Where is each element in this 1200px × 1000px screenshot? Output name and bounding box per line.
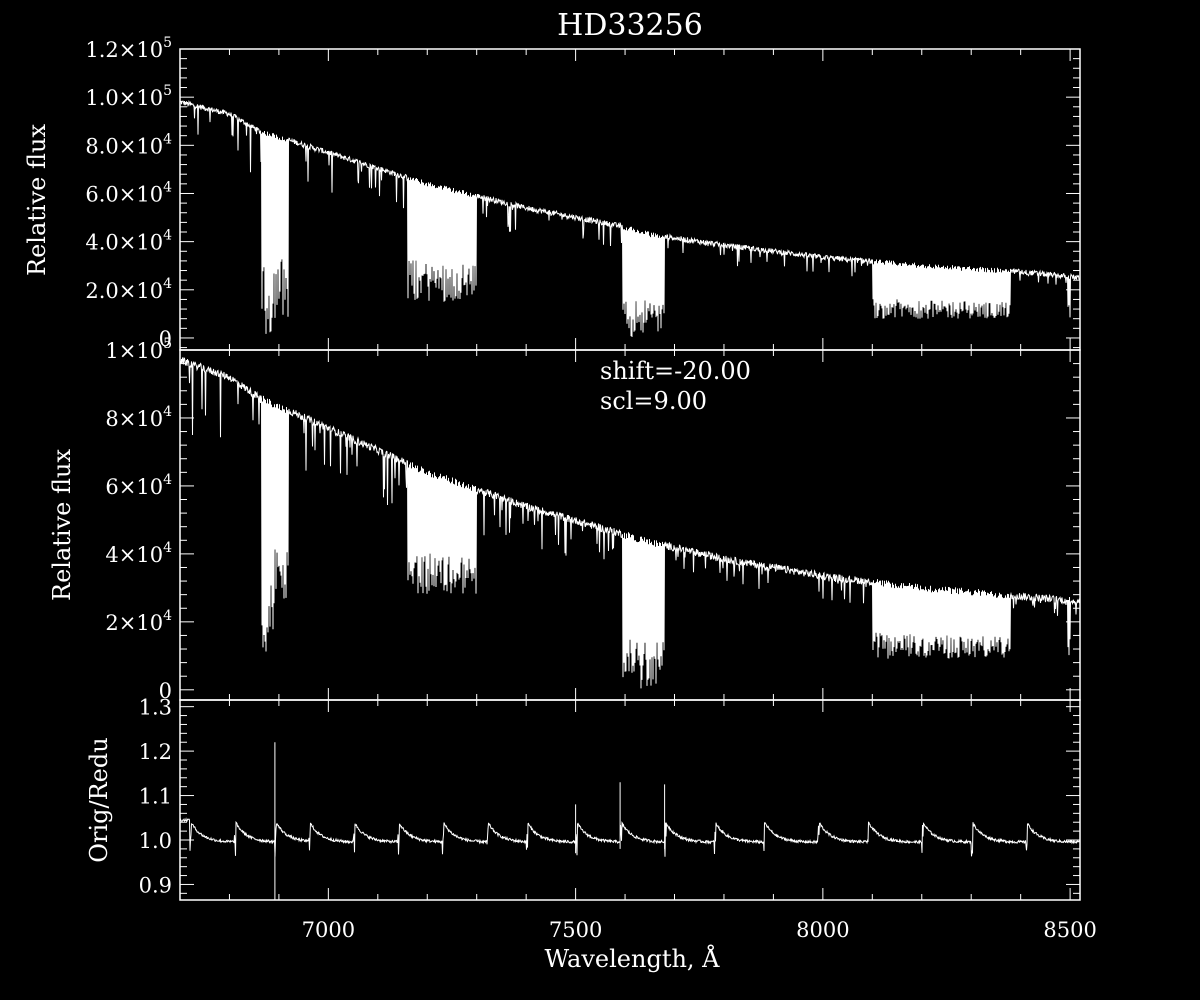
panel-bottom-ticks — [179, 700, 1080, 900]
y-tick-label-exponent: 4 — [163, 228, 172, 244]
chart-title: HD33256 — [557, 8, 703, 43]
y-tick-label-exponent: 5 — [163, 83, 172, 99]
x-tick-labels: 7000 7500 8000 8500 — [302, 918, 1097, 942]
y-tick-label: 4.0×104 — [85, 228, 172, 255]
y-tick-label: 1.3 — [139, 696, 172, 720]
panel-top-y-axis-label: Relative flux — [23, 124, 51, 276]
y-tick-label: 1.1 — [139, 785, 172, 809]
panel-middle-y-tick-labels: 0 2×104 4×104 6×104 8×104 1×105 — [105, 336, 172, 703]
panel-bottom: 0.9 1.0 1.1 1.2 1.3 Orig/Redu — [85, 696, 1081, 901]
y-tick-label: 8.0×104 — [85, 131, 172, 158]
y-tick-label: 1.0 — [139, 829, 172, 853]
y-tick-label-exponent: 4 — [163, 404, 172, 420]
y-tick-label: 6×104 — [105, 472, 172, 499]
y-tick-label: 2×104 — [105, 608, 172, 635]
x-tick-label: 8500 — [1043, 918, 1096, 942]
y-tick-label-exponent: 4 — [163, 608, 172, 624]
y-tick-label: 4×104 — [105, 540, 172, 567]
x-tick-label: 8000 — [796, 918, 849, 942]
y-tick-label: 0 — [159, 327, 172, 351]
y-tick-label: 0 — [159, 679, 172, 703]
annotation-scale: scl=9.00 — [600, 387, 707, 415]
panel-middle-y-axis-label: Relative flux — [48, 449, 76, 601]
panel-top-ticks — [179, 48, 1080, 350]
panel-bottom-frame — [179, 699, 1081, 901]
y-tick-label: 1×105 — [105, 336, 172, 363]
y-tick-label: 1.2×105 — [85, 35, 172, 62]
y-tick-label-exponent: 4 — [163, 179, 172, 195]
y-tick-label-exponent: 4 — [163, 540, 172, 556]
panel-bottom-y-axis-label: Orig/Redu — [85, 737, 113, 862]
y-tick-label: 0.9 — [139, 873, 172, 897]
panel-top-spectrum-line — [179, 99, 1081, 338]
panel-middle: 0 2×104 4×104 6×104 8×104 1×105 Relative flux… — [48, 336, 1081, 703]
panel-middle-ticks — [179, 349, 1080, 700]
y-tick-label: 1.0×105 — [85, 83, 172, 110]
annotation-shift: shift=-20.00 — [600, 357, 751, 385]
panel-middle-spectrum-line — [179, 357, 1081, 689]
y-tick-label-exponent: 4 — [163, 131, 172, 147]
y-tick-label-exponent: 4 — [163, 472, 172, 488]
panel-top-y-tick-labels: 0 2.0×104 4.0×104 6.0×104 8.0×104 1.0×105 1.2×… — [85, 35, 172, 351]
panel-top: 0 2.0×104 4.0×104 6.0×104 8.0×104 1.0×105 1.2×… — [23, 35, 1081, 351]
y-tick-label-exponent: 4 — [163, 276, 172, 292]
panel-bottom-y-tick-labels: 0.9 1.0 1.1 1.2 1.3 — [139, 696, 172, 898]
panel-bottom-ratio-line — [179, 742, 1081, 900]
y-tick-label: 8×104 — [105, 404, 172, 431]
y-tick-label-exponent: 5 — [163, 336, 172, 352]
x-axis-label: Wavelength, Å — [544, 944, 720, 973]
x-tick-label: 7500 — [549, 918, 602, 942]
x-tick-label: 7000 — [302, 918, 355, 942]
y-tick-label: 6.0×104 — [85, 179, 172, 206]
y-tick-label: 2.0×104 — [85, 276, 172, 303]
y-tick-label-exponent: 5 — [163, 35, 172, 51]
y-tick-label: 1.2 — [139, 740, 172, 764]
